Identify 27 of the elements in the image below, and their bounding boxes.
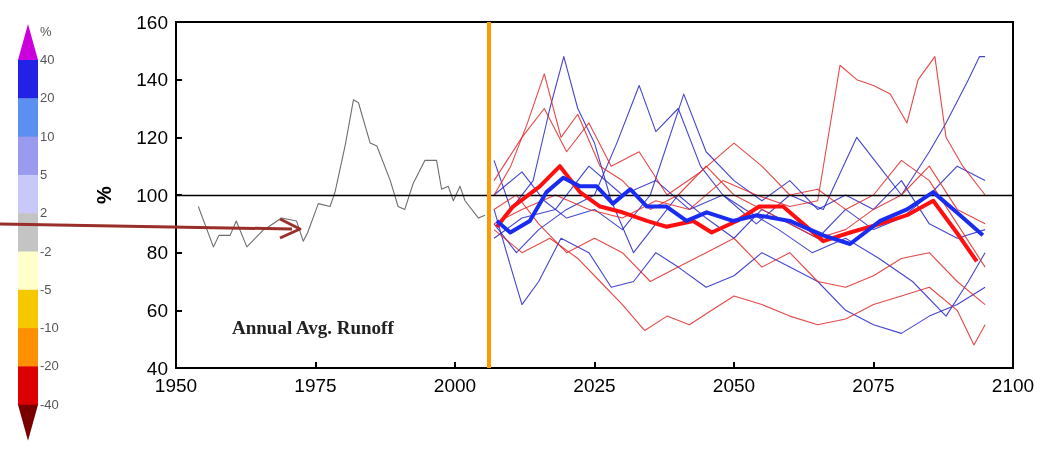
y-tick-label: 160 xyxy=(136,11,168,33)
y-tick-label: 80 xyxy=(146,242,168,264)
x-tick-label: 2100 xyxy=(991,375,1035,396)
line-series xyxy=(197,99,486,248)
text: -2 xyxy=(40,243,52,259)
text: -5 xyxy=(40,281,52,297)
y-axis-title: % xyxy=(93,185,115,204)
text: 10 xyxy=(40,128,55,144)
text: % xyxy=(40,24,52,39)
y-tick-label: 120 xyxy=(136,126,168,148)
text: 20 xyxy=(40,90,55,106)
line-series xyxy=(494,175,985,247)
x-tick-label: 1975 xyxy=(294,375,337,396)
text: 40 xyxy=(40,52,55,67)
text: 5 xyxy=(40,166,48,182)
text: -40 xyxy=(40,396,59,412)
text: 2 xyxy=(40,205,48,221)
x-tick-label: 2075 xyxy=(852,375,895,396)
y-tick-label: 60 xyxy=(146,299,168,321)
x-tick-label: 2025 xyxy=(573,375,616,396)
x-tick-label: 2000 xyxy=(433,375,477,396)
y-tick-label: 140 xyxy=(136,69,168,91)
y-tick-label: 100 xyxy=(136,184,168,206)
text: -10 xyxy=(40,320,59,336)
text: -20 xyxy=(40,358,59,374)
x-tick-label: 2050 xyxy=(712,375,756,396)
annotation: Annual Avg. Runoff xyxy=(232,317,395,338)
